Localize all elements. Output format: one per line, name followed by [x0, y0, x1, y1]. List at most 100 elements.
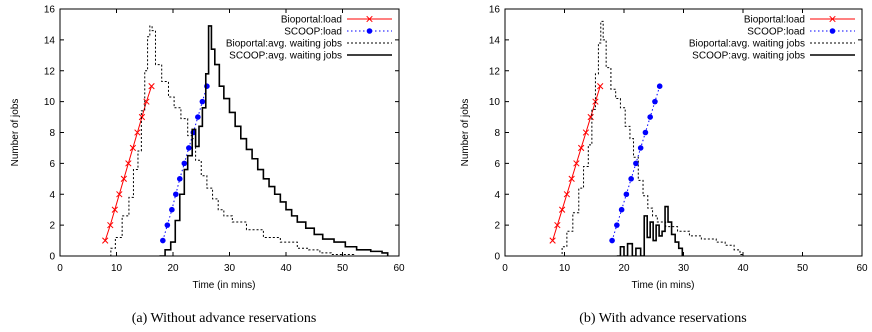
chart-a-point-bioportal-load [138, 113, 146, 121]
chart-b-point-scoop-load [652, 98, 658, 105]
point-x-stroke [107, 221, 114, 229]
point-x-stroke [558, 206, 566, 213]
chart-a-legend-label: Bioportal:load [281, 15, 342, 26]
chart-a-point-bioportal-load [129, 144, 137, 152]
chart-b-y-tick-label: 12 [489, 66, 501, 77]
chart-a-x-tick-label: 20 [167, 263, 179, 274]
chart-a-point-bioportal-load [107, 221, 114, 229]
point-x-stroke [549, 237, 556, 244]
chart-a-x-tick-label: 40 [280, 263, 292, 274]
chart-a-y-tick-label: 4 [49, 190, 55, 201]
point-x-stroke [129, 144, 137, 152]
chart-b-point-scoop-load [609, 237, 615, 244]
chart-b-legend-marker [829, 28, 836, 34]
point-x-stroke [568, 175, 575, 182]
point-x-stroke [578, 144, 585, 152]
chart-a-x-tick-label: 60 [393, 263, 405, 274]
chart-b-point-bioportal-load [597, 83, 604, 90]
chart-b-point-bioportal-load [568, 175, 575, 182]
chart-a-y-tick-label: 10 [44, 97, 56, 108]
chart-b-y-axis-label: Number of jobs [460, 99, 471, 167]
chart-b-y-tick-label: 14 [489, 35, 501, 46]
chart-a-point-scoop-load [164, 222, 171, 228]
chart-a-y-tick-label: 12 [44, 66, 56, 77]
chart-b-point-bioportal-load [563, 191, 571, 198]
chart-a-series-line-bioportal-avg-waiting-jobs [106, 25, 355, 256]
chart-a-point-scoop-load [176, 176, 183, 182]
chart-b-series-line-bioportal-avg-waiting-jobs [556, 20, 744, 256]
chart-b-y-tick-label: 8 [494, 128, 500, 139]
chart-b-y-tick-label: 2 [494, 221, 500, 232]
chart-a-point-bioportal-load [143, 98, 150, 105]
chart-b-point-bioportal-load [578, 144, 585, 152]
chart-a-caption: (a) Without advance reservations [132, 311, 317, 326]
chart-a-point-scoop-load [160, 237, 166, 244]
chart-b-point-bioportal-load [587, 113, 594, 121]
chart-b-plot-frame [504, 8, 863, 257]
chart-b-point-scoop-load [656, 83, 663, 89]
chart-a-x-axis-label: Time (in mins) [193, 280, 256, 291]
chart-b-point-bioportal-load [582, 129, 590, 136]
chart-b-point-scoop-load [628, 176, 634, 182]
chart-a-point-scoop-load [186, 145, 192, 151]
chart-a-point-bioportal-load [102, 237, 109, 244]
chart-b-point-bioportal-load [554, 221, 561, 229]
chart-a-point-bioportal-load [116, 191, 123, 198]
chart-a-legend-marker [366, 15, 373, 23]
chart-a-x-tick-label: 10 [111, 263, 123, 274]
chart-b-legend-marker [829, 15, 836, 23]
chart-a-x-tick-label: 50 [337, 263, 349, 274]
chart-b-x-tick-label: 10 [559, 263, 571, 274]
chart-a-legend-label: SCOOP:avg. waiting jobs [229, 51, 342, 62]
point-x-stroke [111, 206, 118, 213]
chart-b-point-scoop-load [623, 191, 630, 198]
chart-b-point-scoop-load [618, 206, 625, 213]
chart-a-point-bioportal-load [134, 129, 141, 136]
chart-b-x-tick-label: 30 [678, 263, 690, 274]
chart-b-legend-label: SCOOP:avg. waiting jobs [692, 51, 805, 62]
point-x-stroke [134, 129, 141, 136]
chart-a-point-scoop-load [204, 83, 210, 89]
chart-a-point-scoop-load [195, 114, 201, 120]
chart-b-panel: (b) With advance reservations 0 10 20 30 40 5… [460, 5, 868, 327]
chart-a-x-tick-label: 0 [57, 263, 63, 274]
point-x-stroke [573, 160, 580, 167]
chart-a-point-bioportal-load [120, 175, 127, 182]
chart-a-y-axis-label: Number of jobs [10, 99, 21, 167]
chart-a-legend-marker [366, 28, 373, 34]
chart-b-series-line-scoop-avg-waiting-jobs [616, 205, 684, 256]
point-x-stroke [125, 160, 132, 167]
chart-b-point-bioportal-load [558, 206, 566, 213]
chart-b-point-bioportal-load [573, 160, 580, 167]
chart-b-point-scoop-load [633, 160, 639, 167]
chart-a-y-tick-label: 8 [49, 128, 55, 139]
chart-a-legend-label: Bioportal:avg. waiting jobs [226, 39, 342, 50]
chart-b-y-tick-label: 4 [494, 190, 500, 201]
chart-b-legend-label: SCOOP:load [747, 27, 805, 38]
chart-b-y-tick-label: 6 [494, 159, 500, 170]
chart-b-point-scoop-load [637, 145, 644, 151]
chart-b-x-tick-label: 50 [797, 263, 809, 274]
chart-a-point-scoop-load [169, 206, 175, 213]
chart-b-y-tick-label: 10 [489, 97, 501, 108]
point-x-stroke [120, 175, 127, 182]
point-x-stroke [148, 83, 155, 90]
chart-b-point-bioportal-load [549, 237, 556, 244]
chart-b-x-axis-label: Time (in mins) [632, 280, 695, 291]
chart-b-x-tick-label: 40 [737, 263, 749, 274]
point-x-stroke [563, 191, 571, 198]
chart-a-point-bioportal-load [148, 83, 155, 90]
point-x-stroke [138, 113, 146, 121]
point-x-stroke [587, 113, 594, 121]
chart-a-series-line-scoop-avg-waiting-jobs [159, 25, 389, 256]
chart-b-point-scoop-load [647, 114, 653, 120]
chart-b-y-tick-label: 16 [489, 5, 501, 16]
chart-a-series-layer [102, 25, 389, 256]
chart-a-legend-label: SCOOP:load [284, 27, 342, 38]
chart-b-x-tick-label: 20 [618, 263, 630, 274]
chart-a-y-tick-label: 16 [44, 5, 56, 16]
point-x-stroke [143, 98, 150, 105]
